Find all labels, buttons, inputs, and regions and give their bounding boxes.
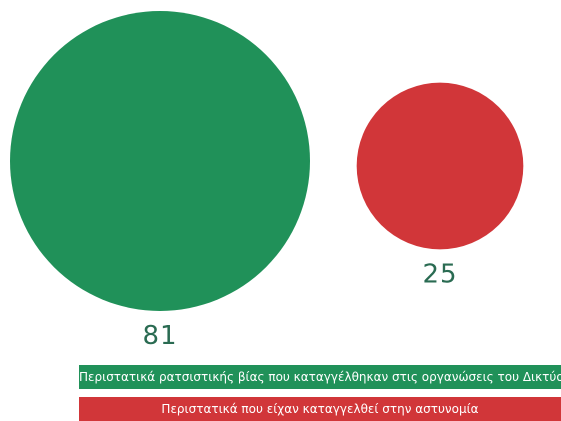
bubble-series-1 [356, 82, 524, 250]
value-label-series-1: 25 [422, 259, 457, 289]
legend-item-series-0: Περιστατικά ρατσιστικής βίας που καταγγέ… [79, 365, 561, 389]
bubble-series-0 [10, 11, 310, 311]
value-label-series-0: 81 [142, 321, 177, 351]
legend-item-series-1: Περιστατικά που είχαν καταγγελθεί στην α… [79, 397, 561, 421]
